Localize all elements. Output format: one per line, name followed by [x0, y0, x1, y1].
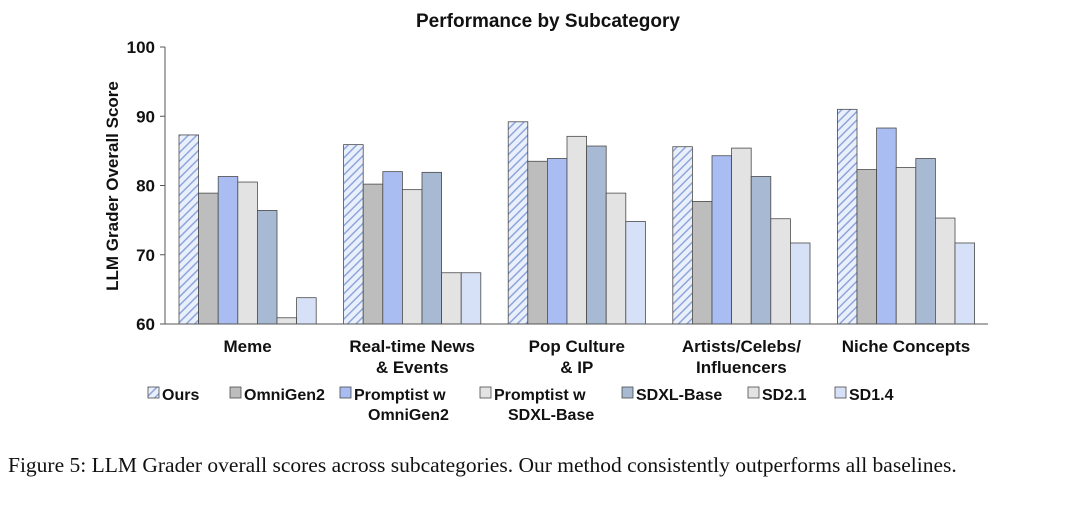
y-tick-label: 60: [136, 315, 155, 334]
category-label: & Events: [376, 358, 449, 377]
legend-label: Promptist w: [494, 387, 586, 404]
bar-ours-4: [837, 108, 858, 325]
legend-label: SDXL-Base: [508, 407, 594, 424]
category-label: Pop Culture: [529, 337, 625, 356]
legend-swatch: [479, 386, 492, 399]
legend-swatch: [229, 386, 242, 399]
bar-omnigen2-4: [856, 169, 878, 325]
bar-sdxl-base-1: [421, 171, 443, 325]
bar-sd1-4-4: [954, 242, 976, 325]
bar-omnigen2-2: [527, 160, 548, 325]
bar-ours-2: [507, 121, 529, 325]
bar-promptist-w-omnigen2-3: [711, 155, 733, 325]
bar-ours-3: [672, 146, 693, 325]
legend-label: OmniGen2: [368, 407, 449, 424]
legend-label: Ours: [162, 387, 199, 404]
y-tick-label: 100: [127, 38, 155, 57]
category-label: Meme: [224, 337, 272, 356]
legend: Ours OmniGen2 Promptist w OmniGen2 Promptist…: [147, 386, 894, 424]
category-label: Artists/Celebs/: [682, 337, 801, 356]
bar-sd2-1-3: [770, 218, 791, 325]
bar-promptist-w-omnigen2-2: [547, 158, 568, 325]
bar-sd2-1-4: [935, 217, 956, 325]
legend-swatch: [621, 386, 634, 399]
bar-omnigen2-3: [692, 201, 713, 325]
legend-label: OmniGen2: [244, 387, 325, 404]
bar-promptist-w-omnigen2-0: [217, 176, 239, 325]
bar-sd1-4-2: [625, 221, 646, 325]
bar-promptist-w-sdxl-base-0: [237, 181, 258, 325]
bar-promptist-w-omnigen2-4: [876, 127, 897, 325]
bar-promptist-w-sdxl-base-4: [895, 167, 917, 325]
legend-swatch: [147, 386, 160, 399]
bar-omnigen2-0: [198, 192, 219, 325]
category-label: Niche Concepts: [842, 337, 970, 356]
bar-promptist-w-omnigen2-1: [382, 171, 403, 325]
y-tick-label: 90: [136, 107, 155, 126]
category-label: & IP: [560, 358, 593, 377]
bar-omnigen2-1: [362, 183, 384, 325]
bar-sdxl-base-2: [586, 145, 607, 325]
bar-sdxl-base-3: [750, 176, 772, 325]
bar-sd2-1-1: [441, 272, 462, 325]
bar-sd2-1-2: [605, 192, 627, 325]
legend-swatch: [834, 386, 847, 399]
bar-sdxl-base-0: [256, 210, 278, 325]
bar-ours-1: [343, 144, 364, 325]
legend-label: Promptist w: [354, 387, 446, 404]
bar-sd1-4-3: [790, 242, 811, 325]
category-label: Influencers: [696, 358, 787, 377]
bar-chart: Performance by Subcategory LLM Grader Ov…: [103, 11, 988, 424]
bar-sd1-4-0: [296, 297, 317, 325]
bar-promptist-w-sdxl-base-1: [401, 189, 423, 325]
legend-swatch: [339, 386, 352, 399]
y-ticks: 60 70 80 90 100: [127, 38, 165, 334]
chart-title: Performance by Subcategory: [416, 11, 680, 32]
bar-sd1-4-1: [460, 272, 482, 325]
bar-promptist-w-sdxl-base-3: [731, 147, 752, 325]
figure-caption: Figure 5: LLM Grader overall scores acro…: [8, 453, 957, 477]
bar-ours-0: [178, 134, 200, 325]
bar-promptist-w-sdxl-base-2: [566, 135, 588, 325]
bars: [178, 108, 976, 325]
y-tick-label: 80: [136, 177, 155, 196]
category-label: Real-time News: [349, 337, 475, 356]
legend-label: SD1.4: [849, 387, 894, 404]
legend-label: SD2.1: [762, 387, 807, 404]
category-labels: Meme Real-time News & Events Pop Culture & I…: [224, 337, 971, 377]
legend-swatch: [747, 386, 760, 399]
legend-label: SDXL-Base: [636, 387, 722, 404]
bar-sd2-1-0: [276, 317, 298, 325]
y-axis-label: LLM Grader Overall Score: [103, 81, 122, 291]
y-tick-label: 70: [136, 246, 155, 265]
bar-sdxl-base-4: [915, 158, 936, 325]
